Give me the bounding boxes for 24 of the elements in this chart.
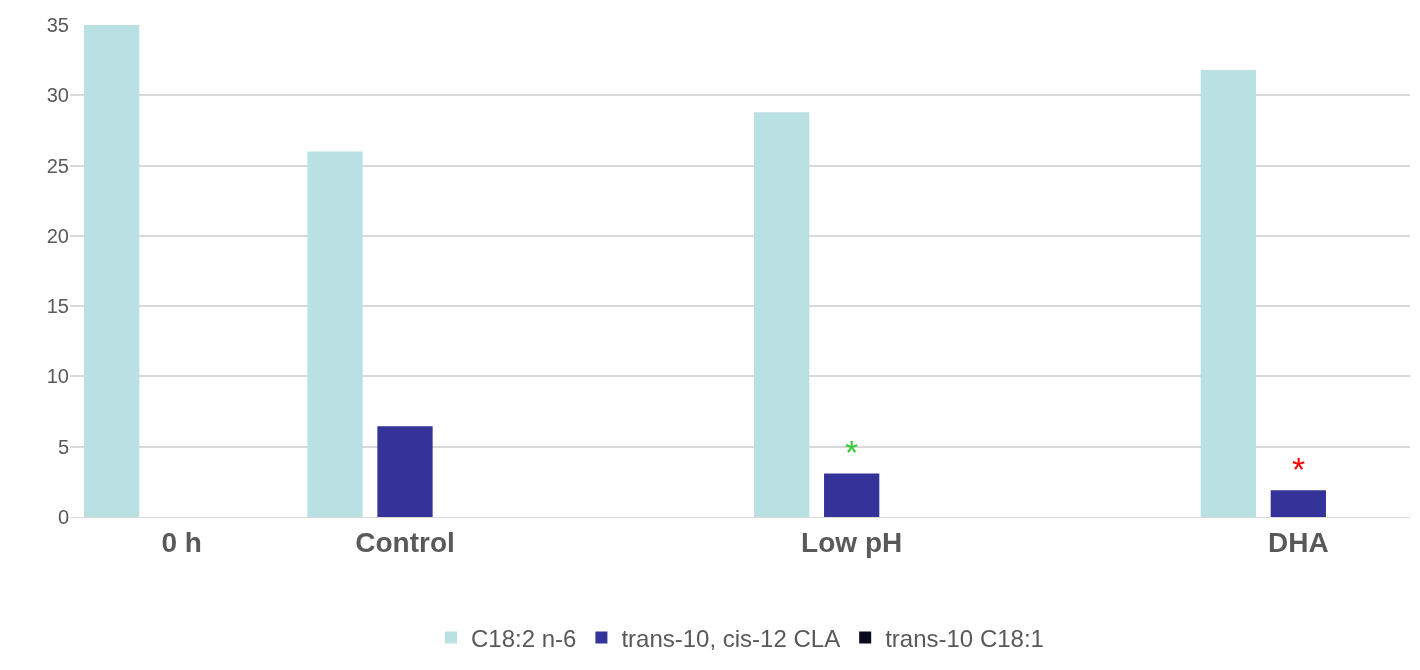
y-tick-label: 0 xyxy=(57,506,69,528)
bar xyxy=(1200,69,1256,517)
legend-label: trans-10, cis-12 CLA xyxy=(621,624,841,652)
legend-label: trans-10 C18:1 xyxy=(885,624,1044,652)
x-tick-label: Control xyxy=(355,526,455,558)
legend-label: C18:2 n-6 xyxy=(471,624,577,652)
y-tick-label: 25 xyxy=(46,154,69,177)
y-tick-label: 15 xyxy=(46,295,69,318)
bar xyxy=(1270,490,1326,517)
bar xyxy=(377,426,433,517)
x-tick-label: DHA xyxy=(1267,526,1329,558)
bar xyxy=(307,151,363,517)
bar xyxy=(824,473,880,517)
y-tick-label: 10 xyxy=(46,365,69,388)
y-tick-label: 5 xyxy=(57,435,69,458)
annotation: * xyxy=(1292,450,1306,488)
x-tick-label: Low pH xyxy=(801,526,903,558)
bar xyxy=(84,25,140,517)
x-tick-label: 0 h xyxy=(161,526,202,558)
annotation: * xyxy=(845,433,859,471)
bar xyxy=(754,112,810,517)
y-tick-label: 35 xyxy=(46,14,69,36)
y-tick-label: 30 xyxy=(46,84,69,107)
y-tick-label: 20 xyxy=(46,224,69,247)
